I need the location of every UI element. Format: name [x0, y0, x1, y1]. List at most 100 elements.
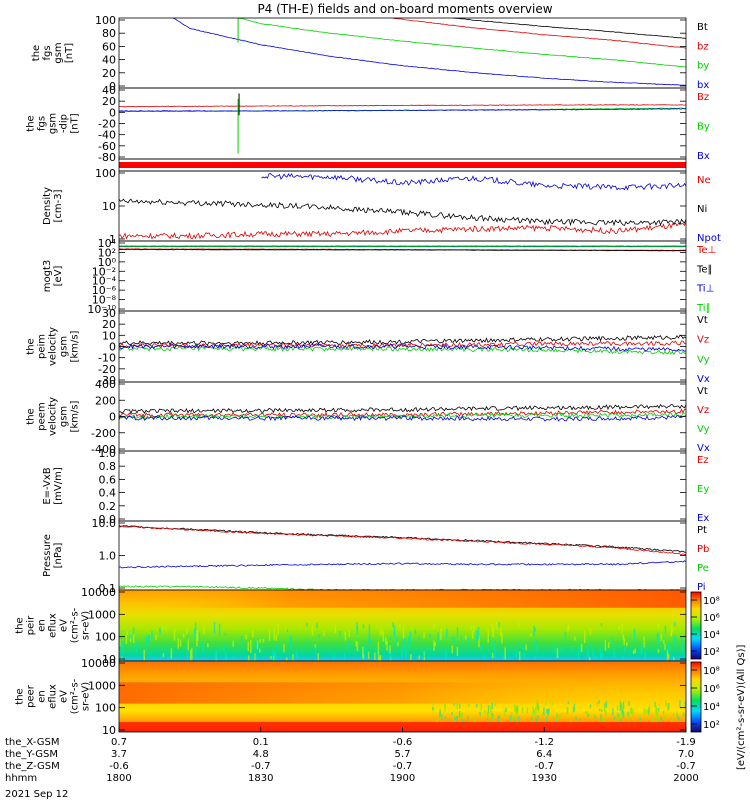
y-tick-label: 10⁻⁶	[92, 284, 117, 297]
y-axis-label: [km/s]	[69, 330, 80, 362]
panel-frame	[118, 87, 687, 160]
y-tick-label: 100	[95, 167, 116, 180]
y-tick-label: 0	[109, 341, 116, 354]
panel-8: 1.00.80.60.40.20.0 E=-VxB [mV/m] Ez Ey Ex	[42, 447, 710, 526]
legend-Vt: Vt	[697, 315, 708, 326]
y-tick-label: 0.2	[99, 500, 117, 513]
y-axis-label: gsm	[53, 42, 64, 63]
colorbar-top	[690, 591, 702, 660]
x-tick-label: 7.0	[678, 749, 694, 760]
panel-frame	[118, 450, 687, 522]
colorbar-tick: 10⁶	[703, 684, 720, 695]
y-tick-label: 0.6	[99, 473, 117, 486]
y-tick-label: 100	[95, 631, 116, 644]
x-tick-label: 0.7	[111, 737, 127, 748]
colorbar-tick: 10⁶	[703, 613, 720, 624]
y-tick-label: 0.8	[99, 460, 117, 473]
plot-title: P4 (TH-E) fields and on-board moments ov…	[257, 2, 552, 16]
series-Ni	[119, 198, 686, 227]
y-tick-label: 30	[102, 307, 116, 320]
y-axis-label: Pressure	[42, 534, 53, 577]
x-tick-label: -1.9	[676, 737, 696, 748]
legend-Vx: Vx	[697, 374, 710, 385]
y-tick-label: -10	[98, 352, 116, 365]
legend-bx: bx	[697, 80, 709, 91]
y-tick-label: -400	[91, 443, 116, 456]
series-Bx	[119, 108, 686, 112]
y-axis-label: peem	[36, 402, 47, 430]
y-axis-label: the	[14, 688, 25, 704]
x-tick-label: -0.7	[393, 761, 413, 772]
y-tick-label: 10⁴	[98, 237, 117, 250]
legend-bz: bz	[697, 41, 709, 52]
y-axis-label: Density	[42, 187, 53, 225]
legend-By: By	[697, 122, 710, 133]
series-Npot	[261, 172, 686, 191]
series-Pt	[119, 525, 686, 553]
y-tick-label: 20	[102, 67, 116, 80]
y-tick-label: 10	[102, 724, 116, 737]
y-tick-label: 1.0	[99, 447, 117, 460]
y-tick-label: -200	[91, 427, 116, 440]
y-axis-label: gsm	[58, 406, 69, 427]
y-axis-label: en	[36, 690, 47, 703]
y-tick-label: 0	[109, 106, 116, 119]
y-tick-label: 0.1	[99, 582, 117, 595]
y-tick-label: 100	[95, 14, 116, 27]
y-tick-label: 10	[102, 200, 116, 213]
series-Pe	[119, 585, 684, 590]
y-tick-label: 10⁻⁸	[92, 294, 117, 307]
panel-10: 10000 1000 100 10 the peir en eflux eV (cm²-s-sr-…	[14, 586, 687, 666]
y-axis-label: peim	[36, 334, 47, 359]
y-axis-label: [nT]	[69, 113, 80, 133]
y-tick-label: 10⁰	[98, 256, 117, 269]
legend-Vz: Vz	[697, 405, 709, 416]
y-tick-label: 10	[102, 329, 116, 342]
legend-Ni: Ni	[697, 204, 707, 215]
panel-frame	[118, 17, 687, 89]
colorbar-bottom	[690, 661, 702, 733]
legend-Bt: Bt	[697, 22, 708, 33]
panel-frame	[118, 240, 687, 312]
legend-Vz: Vz	[697, 335, 709, 346]
x-tick-label: 2000	[673, 773, 698, 784]
y-axis-label: [cm-3]	[53, 189, 64, 222]
series-Te⊥	[119, 248, 686, 251]
y-axis-label: fgs	[36, 116, 47, 131]
series-bz	[390, 18, 686, 49]
y-tick-label: 10000	[81, 657, 116, 670]
legend-Pe: Pe	[697, 563, 709, 574]
x-tick-label: 1930	[532, 773, 557, 784]
x-tick-label: 4.8	[253, 749, 269, 760]
y-axis-label: E=-VxB	[42, 467, 53, 504]
y-axis-label: the	[25, 115, 36, 131]
series-Bt	[451, 18, 686, 39]
series-Ne	[119, 221, 686, 240]
y-tick-label: 60	[102, 40, 116, 53]
y-axis-label: -dip	[58, 114, 69, 133]
x-tick-label: -0.6	[109, 761, 129, 772]
legend-Te⊥: Te⊥	[696, 245, 716, 256]
series-Vt	[119, 403, 686, 415]
y-axis-label: [km/s]	[69, 400, 80, 432]
colorbar-tick: 10²	[703, 647, 720, 658]
x-row-label: the_Z-GSM	[5, 761, 60, 772]
y-axis-label: fgs	[42, 45, 53, 60]
legend-Vt: Vt	[697, 386, 708, 397]
y-tick-label: 40	[102, 84, 116, 97]
panel-11: 10000 1000 100 10 the peer en eflux eV (cm²-s-sr-…	[14, 657, 687, 737]
y-axis-label: [mV/m]	[53, 467, 64, 505]
legend-Vy: Vy	[697, 424, 710, 435]
y-tick-label: 20	[102, 318, 116, 331]
x-row-label: the_X-GSM	[5, 737, 59, 748]
y-tick-label: 10⁻¹⁰	[87, 303, 116, 316]
status-bar	[119, 162, 686, 168]
legend-Ti⊥: Ti⊥	[696, 284, 714, 295]
y-tick-label: 1	[109, 233, 116, 246]
y-tick-label: 10000	[81, 586, 116, 599]
x-tick-label: 5.7	[395, 749, 411, 760]
series-Pb	[119, 525, 686, 556]
